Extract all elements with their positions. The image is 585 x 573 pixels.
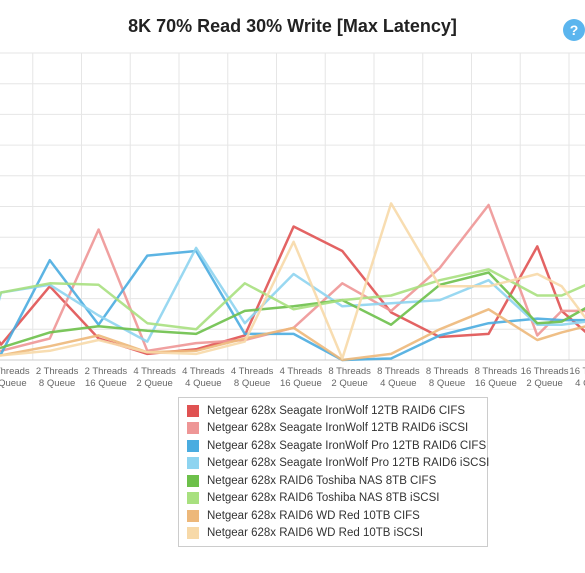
legend-swatch — [187, 439, 199, 452]
x-tick-label: 4 Threads 2 Queue — [133, 366, 176, 389]
series-line-4[interactable] — [0, 246, 585, 354]
legend-item[interactable]: Netgear 628x RAID6 Toshiba NAS 8TB CIFS — [187, 472, 479, 490]
x-tick-label-line: 4 Threads — [231, 366, 274, 377]
chart-legend: Netgear 628x Seagate IronWolf 12TB RAID6… — [178, 397, 489, 547]
x-tick-label-line: 8 Threads — [328, 366, 371, 377]
series-line-7[interactable] — [0, 308, 585, 362]
help-icon[interactable]: ? — [563, 19, 585, 41]
legend-item[interactable]: Netgear 628x RAID6 WD Red 10TB iSCSI — [187, 525, 479, 543]
x-tick-label-line: 2 Queue — [136, 378, 172, 389]
series-line-8[interactable] — [0, 202, 585, 360]
x-tick-label: 4 Threads 4 Queue — [182, 366, 225, 389]
x-tick-label-line: 8 Queue — [429, 378, 465, 389]
legend-item[interactable]: Netgear 628x Seagate IronWolf Pro 12TB R… — [187, 437, 486, 455]
x-tick-label-line: 2 Queue — [526, 378, 562, 389]
legend-swatch — [187, 492, 199, 505]
legend-swatch — [187, 527, 199, 540]
x-tick-label-line: 16 Queue — [85, 378, 127, 389]
series-line-6[interactable] — [0, 268, 585, 331]
x-tick-label-line: 8 Queue — [39, 378, 75, 389]
legend-item[interactable]: Netgear 628x RAID6 WD Red 10TB CIFS — [187, 507, 479, 525]
legend-label: Netgear 628x Seagate IronWolf Pro 12TB R… — [207, 457, 490, 470]
x-tick-label-line: 4 Queue — [185, 378, 221, 389]
x-tick-label-line: 4 Threads — [182, 366, 225, 377]
x-tick-label-line: 4 Queue — [575, 378, 585, 389]
x-tick-label-line: 16 Queue — [280, 378, 322, 389]
legend-label: Netgear 628x Seagate IronWolf 12TB RAID6… — [207, 422, 469, 435]
legend-swatch — [187, 404, 199, 417]
x-tick-label: 8 Threads 16 Queue — [475, 366, 518, 389]
chart-series-lines — [0, 202, 585, 362]
x-tick-label-line: 2 Threads — [36, 366, 79, 377]
x-tick-label-line: 2 Threads — [0, 366, 30, 377]
x-tick-label-line: 2 Queue — [331, 378, 367, 389]
x-tick-label: 8 Threads 4 Queue — [377, 366, 420, 389]
x-tick-label-line: 16 Queue — [475, 378, 517, 389]
x-tick-label-line: 8 Threads — [475, 366, 518, 377]
legend-label: Netgear 628x Seagate IronWolf Pro 12TB R… — [207, 439, 487, 452]
legend-item[interactable]: Netgear 628x Seagate IronWolf Pro 12TB R… — [187, 455, 489, 473]
chart-title: 8K 70% Read 30% Write [Max Latency] — [128, 16, 457, 36]
x-tick-label: 8 Threads 8 Queue — [426, 366, 469, 389]
x-tick-label-line: 4 Threads — [133, 366, 176, 377]
legend-swatch — [187, 474, 199, 487]
series-line-3[interactable] — [0, 249, 585, 362]
legend-label: Netgear 628x Seagate IronWolf 12TB RAID6… — [207, 404, 466, 417]
legend-label: Netgear 628x RAID6 WD Red 10TB iSCSI — [207, 527, 424, 540]
legend-label: Netgear 628x RAID6 WD Red 10TB CIFS — [207, 509, 420, 522]
x-tick-label: 2 Threads 8 Queue — [36, 366, 79, 389]
x-tick-label: 8 Threads 2 Queue — [328, 366, 371, 389]
x-tick-label-line: 4 Threads — [280, 366, 323, 377]
x-tick-label-line: 2 Threads — [85, 366, 128, 377]
x-tick-label-line: 8 Threads — [377, 366, 420, 377]
legend-item[interactable]: Netgear 628x Seagate IronWolf 12TB RAID6… — [187, 402, 479, 420]
legend-item[interactable]: Netgear 628x Seagate IronWolf 12TB RAID6… — [187, 420, 479, 438]
x-tick-label-line: 4 Queue — [380, 378, 416, 389]
legend-label: Netgear 628x RAID6 Toshiba NAS 8TB CIFS — [207, 474, 437, 487]
x-tick-label: 4 Threads 8 Queue — [231, 366, 274, 389]
x-tick-label-line: 8 Queue — [234, 378, 270, 389]
x-tick-label-line: 4 Queue — [0, 378, 27, 389]
x-tick-label-line: 8 Threads — [426, 366, 469, 377]
legend-label: Netgear 628x RAID6 Toshiba NAS 8TB iSCSI — [207, 492, 440, 505]
legend-swatch — [187, 509, 199, 522]
x-tick-label: 16 Threads 2 Queue — [521, 366, 569, 389]
legend-item[interactable]: Netgear 628x RAID6 Toshiba NAS 8TB iSCSI — [187, 490, 479, 508]
x-tick-label: 2 Threads 16 Queue — [85, 366, 128, 389]
x-tick-label: 4 Threads 16 Queue — [280, 366, 323, 389]
legend-swatch — [187, 422, 199, 435]
series-line-1[interactable] — [0, 225, 585, 356]
x-tick-label-line: 16 Threads — [569, 366, 585, 377]
legend-swatch — [187, 457, 199, 470]
x-tick-label-line: 16 Threads — [521, 366, 569, 377]
